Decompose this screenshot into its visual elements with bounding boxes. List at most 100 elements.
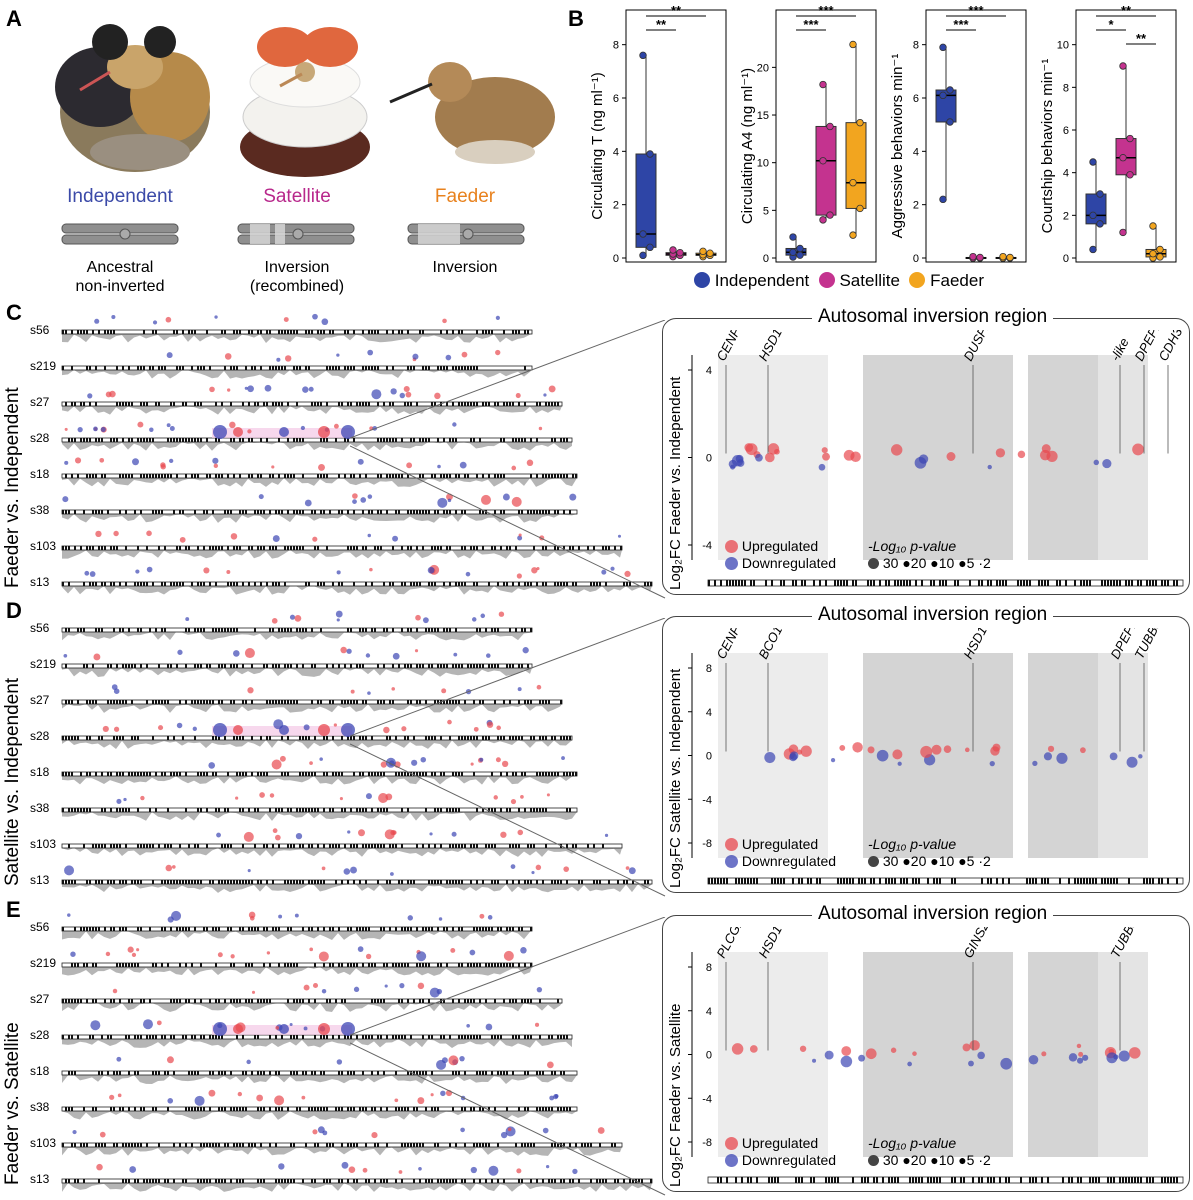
gene-tick: [218, 927, 220, 931]
gene-tick: [95, 999, 97, 1003]
gene-tick: [410, 772, 412, 776]
gene-tick: [233, 963, 235, 967]
upregulated-gene-dot: [535, 864, 542, 871]
gene-tick: [458, 736, 460, 740]
gene-tick: [224, 366, 226, 370]
upregulated-gene-dot: [503, 950, 514, 961]
gene-tick: [485, 1179, 487, 1183]
gene-tick: [401, 474, 403, 478]
y-tick-label: 2: [1063, 210, 1069, 222]
gene-tick: [840, 878, 842, 884]
gene-tick: [446, 664, 448, 668]
gene-tick: [1089, 878, 1091, 884]
gene-tick: [1164, 1177, 1166, 1183]
gene-tick: [455, 474, 457, 478]
gene-tick: [113, 700, 115, 704]
gene-tick: [224, 999, 226, 1003]
gene-tick: [302, 1071, 304, 1075]
data-point: [639, 251, 647, 260]
gene-tick: [281, 628, 283, 632]
gene-tick: [455, 664, 457, 668]
gene-tick: [440, 366, 442, 370]
gene-tick: [485, 844, 487, 848]
gene-tick: [350, 366, 352, 370]
gene-tick: [317, 880, 319, 884]
downregulated-gene-dot: [989, 760, 995, 767]
gene-tick: [834, 1177, 836, 1183]
coverage-area: [62, 478, 577, 487]
gene-tick: [927, 878, 929, 884]
gene-tick: [200, 999, 202, 1003]
inversion-gene-dot: [279, 725, 289, 735]
gene-tick: [386, 1179, 388, 1183]
gene-tick: [215, 1035, 217, 1039]
upregulated-gene-dot: [461, 351, 468, 358]
gene-tick: [71, 880, 73, 884]
gene-tick: [497, 927, 499, 931]
gene-tick: [260, 736, 262, 740]
upregulated-gene-dot: [259, 792, 265, 798]
coverage-area: [62, 776, 577, 785]
gene-tick: [68, 700, 70, 704]
gene-tick: [341, 736, 343, 740]
gene-tick: [527, 582, 529, 586]
gene-tick: [422, 963, 424, 967]
gene-tick: [536, 1179, 538, 1183]
gene-tick: [383, 402, 385, 406]
inversion-gene-dot: [341, 1022, 355, 1036]
gene-tick: [1056, 580, 1058, 586]
gene-tick: [578, 546, 580, 550]
gene-tick: [89, 402, 91, 406]
gene-tick: [362, 664, 364, 668]
gene-tick: [482, 1143, 484, 1147]
gene-tick: [981, 1177, 983, 1183]
gene-tick: [227, 474, 229, 478]
downregulated-gene-dot: [336, 570, 341, 575]
gene-tick: [173, 772, 175, 776]
gene-tick: [506, 927, 508, 931]
gene-tick: [461, 366, 463, 370]
gene-tick: [203, 1035, 205, 1039]
downregulated-gene-dot: [216, 832, 221, 838]
gene-tick: [542, 772, 544, 776]
gene-tick: [239, 880, 241, 884]
gene-tick: [137, 366, 139, 370]
gene-tick: [197, 438, 199, 442]
gene-tick: [963, 1177, 965, 1183]
gene-tick: [89, 880, 91, 884]
gene-tick: [266, 664, 268, 668]
gene-tick: [416, 664, 418, 668]
gene-tick: [92, 582, 94, 586]
gene-tick: [1047, 1177, 1049, 1183]
downregulated-gene-dot: [111, 314, 116, 320]
gene-tick: [452, 844, 454, 848]
gene-tick: [449, 880, 451, 884]
gene-tick: [224, 628, 226, 632]
gene-tick: [410, 1035, 412, 1039]
gene-tick: [392, 664, 394, 668]
morph-name-satellite: Satellite: [263, 186, 331, 207]
gene-tick: [119, 736, 121, 740]
gene-tick: [116, 700, 118, 704]
gene-tick: [401, 546, 403, 550]
gene-tick: [155, 1035, 157, 1039]
gene-tick: [383, 999, 385, 1003]
gene-tick: [587, 844, 589, 848]
gene-tick: [867, 580, 869, 586]
scaffold-row-s18: s18: [30, 755, 578, 785]
gene-tick: [242, 1179, 244, 1183]
gene-tick: [443, 628, 445, 632]
gene-tick: [170, 772, 172, 776]
gene-tick: [557, 546, 559, 550]
gene-tick: [900, 580, 902, 586]
gene-tick: [1080, 878, 1082, 884]
gene-tick: [212, 772, 214, 776]
gene-tick: [506, 963, 508, 967]
gene-tick: [476, 927, 478, 931]
gene-tick: [428, 999, 430, 1003]
gene-tick: [756, 878, 758, 884]
gene-tick: [248, 927, 250, 931]
gene-tick: [864, 1177, 866, 1183]
gene-tick: [894, 580, 896, 586]
data-point: [856, 204, 864, 213]
